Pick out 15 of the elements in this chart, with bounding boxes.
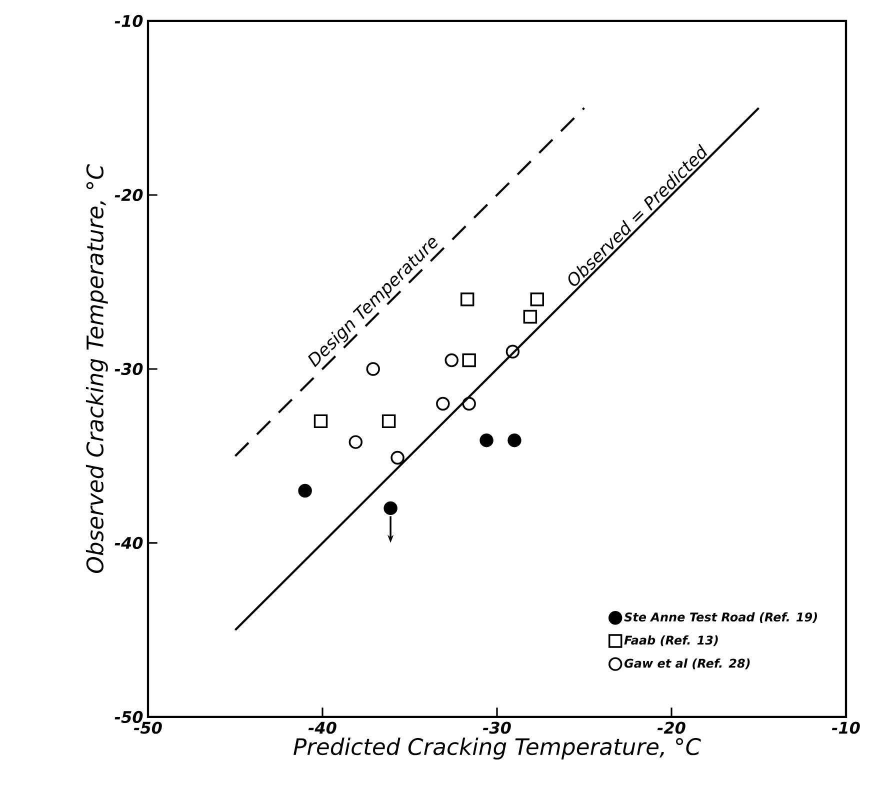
y-tick-label: -50 (114, 710, 143, 724)
y-axis-title: Observed Cracking Temperature, °C (86, 164, 108, 574)
y-tick-label: -10 (114, 14, 143, 28)
x-tick-label: -40 (308, 722, 336, 734)
x-tick-label: -30 (482, 722, 511, 734)
legend-label: Gaw et al (Ref. 28) (624, 658, 750, 670)
y-tick-label: -40 (114, 536, 143, 550)
x-tick-label: -20 (657, 722, 686, 734)
y-tick-label: -30 (114, 362, 143, 376)
x-axis-title: Predicted Cracking Temperature, °C (294, 738, 701, 760)
legend-label: Ste Anne Test Road (Ref. 19) (624, 612, 817, 623)
x-tick-label: -10 (832, 722, 860, 734)
x-tick-label: -50 (134, 722, 162, 734)
legend-label: Faab (Ref. 13) (624, 635, 718, 646)
y-tick-label: -20 (114, 188, 143, 202)
